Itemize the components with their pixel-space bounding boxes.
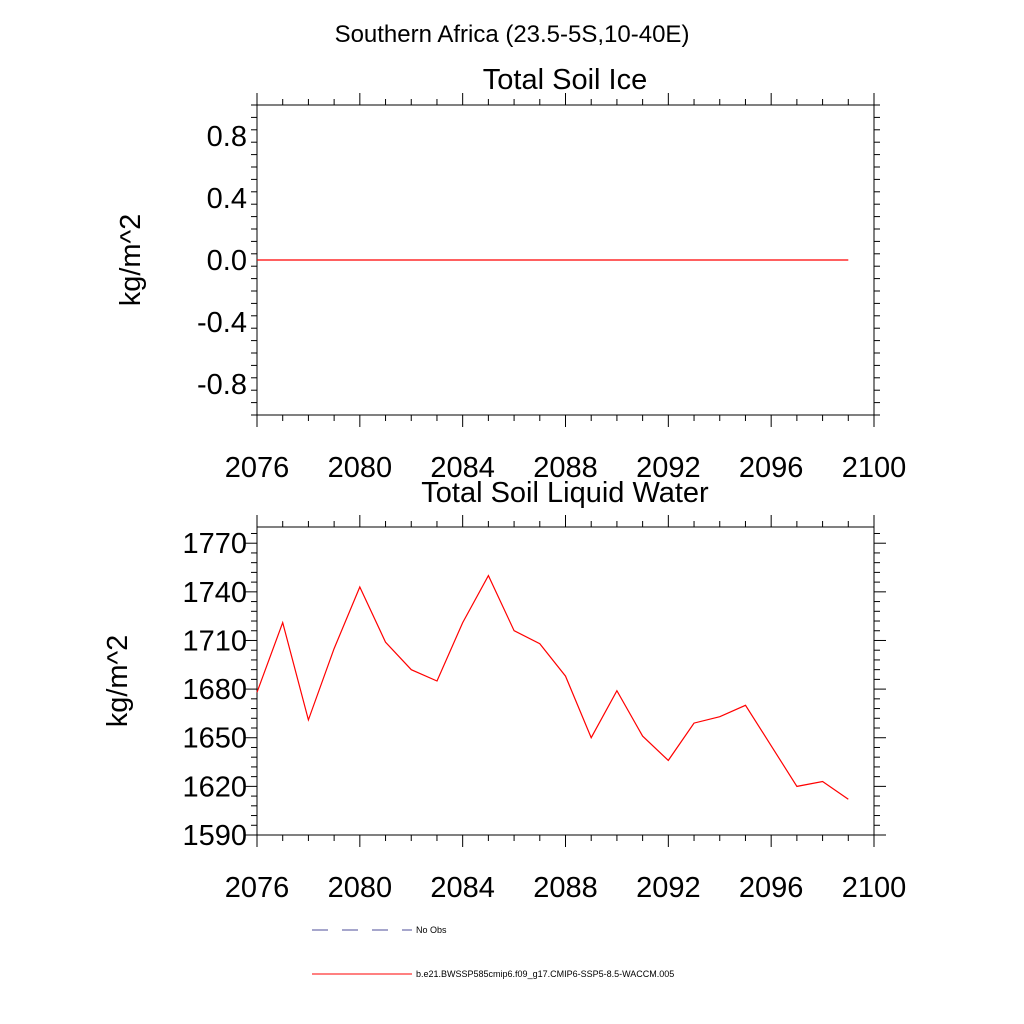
x-tick-label: 2080 <box>328 872 393 904</box>
panel-soil-ice: Total Soil Ice kg/m^2 2076 2080 2084 2088 20… <box>115 64 906 484</box>
x-tick-label: 2080 <box>328 452 393 484</box>
x-tick-label: 2088 <box>533 872 598 904</box>
x-tick-label: 2092 <box>636 452 701 484</box>
legend-label: No Obs <box>416 925 447 935</box>
y-axis-label: kg/m^2 <box>115 214 147 307</box>
y-tick-label: 0.4 <box>207 183 247 215</box>
plot-area: 2076 2080 2084 2088 2092 2096 2100 1590 1620 1650… <box>182 515 906 904</box>
x-tick-label: 2084 <box>430 452 495 484</box>
legend-label: b.e21.BWSSP585cmip6.f09_g17.CMIP6-SSP5-8… <box>416 969 674 979</box>
x-tick-label: 2084 <box>430 872 495 904</box>
panel-soil-liquid-water: Total Soil Liquid Water kg/m^2 2076 2080 2… <box>102 477 906 904</box>
x-tick-label: 2096 <box>739 452 804 484</box>
panel-title: Total Soil Ice <box>483 64 647 96</box>
x-tick-label: 2076 <box>225 872 290 904</box>
x-tick-label: 2088 <box>533 452 598 484</box>
plot-frame <box>256 526 875 836</box>
x-tick-label: 2076 <box>225 452 290 484</box>
y-tick-label: -0.4 <box>197 307 247 339</box>
panel-title: Total Soil Liquid Water <box>421 477 709 509</box>
x-tick-label: 2100 <box>842 452 907 484</box>
x-tick-label: 2096 <box>739 872 804 904</box>
x-tick-label: 2100 <box>842 872 907 904</box>
y-tick-label: 1710 <box>182 625 247 657</box>
legend-item-model-run: b.e21.BWSSP585cmip6.f09_g17.CMIP6-SSP5-8… <box>312 969 674 979</box>
y-tick-label: 1680 <box>182 674 247 706</box>
y-tick-label: 0.0 <box>207 245 247 277</box>
y-tick-label: 0.8 <box>207 121 247 153</box>
legend-item-no-obs: No Obs <box>312 925 447 935</box>
legend: No Obs b.e21.BWSSP585cmip6.f09_g17.CMIP6… <box>312 925 674 979</box>
y-tick-label: 1770 <box>182 528 247 560</box>
y-tick-label: 1740 <box>182 577 247 609</box>
y-tick-label: 1650 <box>182 723 247 755</box>
plot-area: 2076 2080 2084 2088 2092 2096 2100 -0.8 -0.4 0.0 0… <box>197 93 906 484</box>
series-line <box>256 574 849 800</box>
y-tick-label: 1590 <box>182 820 247 852</box>
page-title: Southern Africa (23.5-5S,10-40E) <box>335 21 690 48</box>
x-tick-label: 2092 <box>636 872 701 904</box>
y-axis-label: kg/m^2 <box>102 635 134 728</box>
y-tick-label: 1620 <box>182 771 247 803</box>
y-tick-label: -0.8 <box>197 369 247 401</box>
